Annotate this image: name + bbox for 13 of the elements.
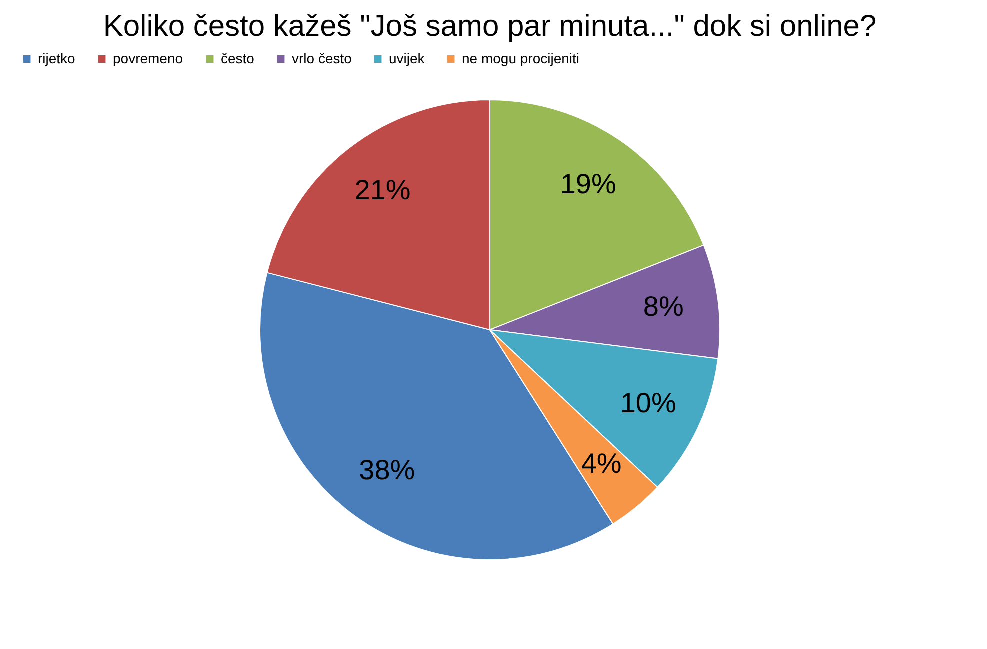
legend-label: često bbox=[221, 50, 255, 66]
legend-label: rijetko bbox=[38, 50, 76, 66]
data-label: 8% bbox=[643, 291, 684, 322]
data-label: 19% bbox=[560, 168, 616, 200]
legend-label: ne mogu procijeniti bbox=[462, 50, 580, 66]
data-label: 21% bbox=[354, 174, 411, 206]
data-label: 38% bbox=[359, 454, 416, 486]
legend-label: povremeno bbox=[113, 50, 184, 66]
data-label: 10% bbox=[620, 388, 676, 419]
data-label: 4% bbox=[581, 448, 622, 479]
legend-label: uvijek bbox=[389, 50, 426, 66]
chart-title: Koliko često kažeš "Još samo par minuta..." dok si online? bbox=[103, 10, 877, 43]
legend-label: vrlo često bbox=[292, 50, 352, 66]
